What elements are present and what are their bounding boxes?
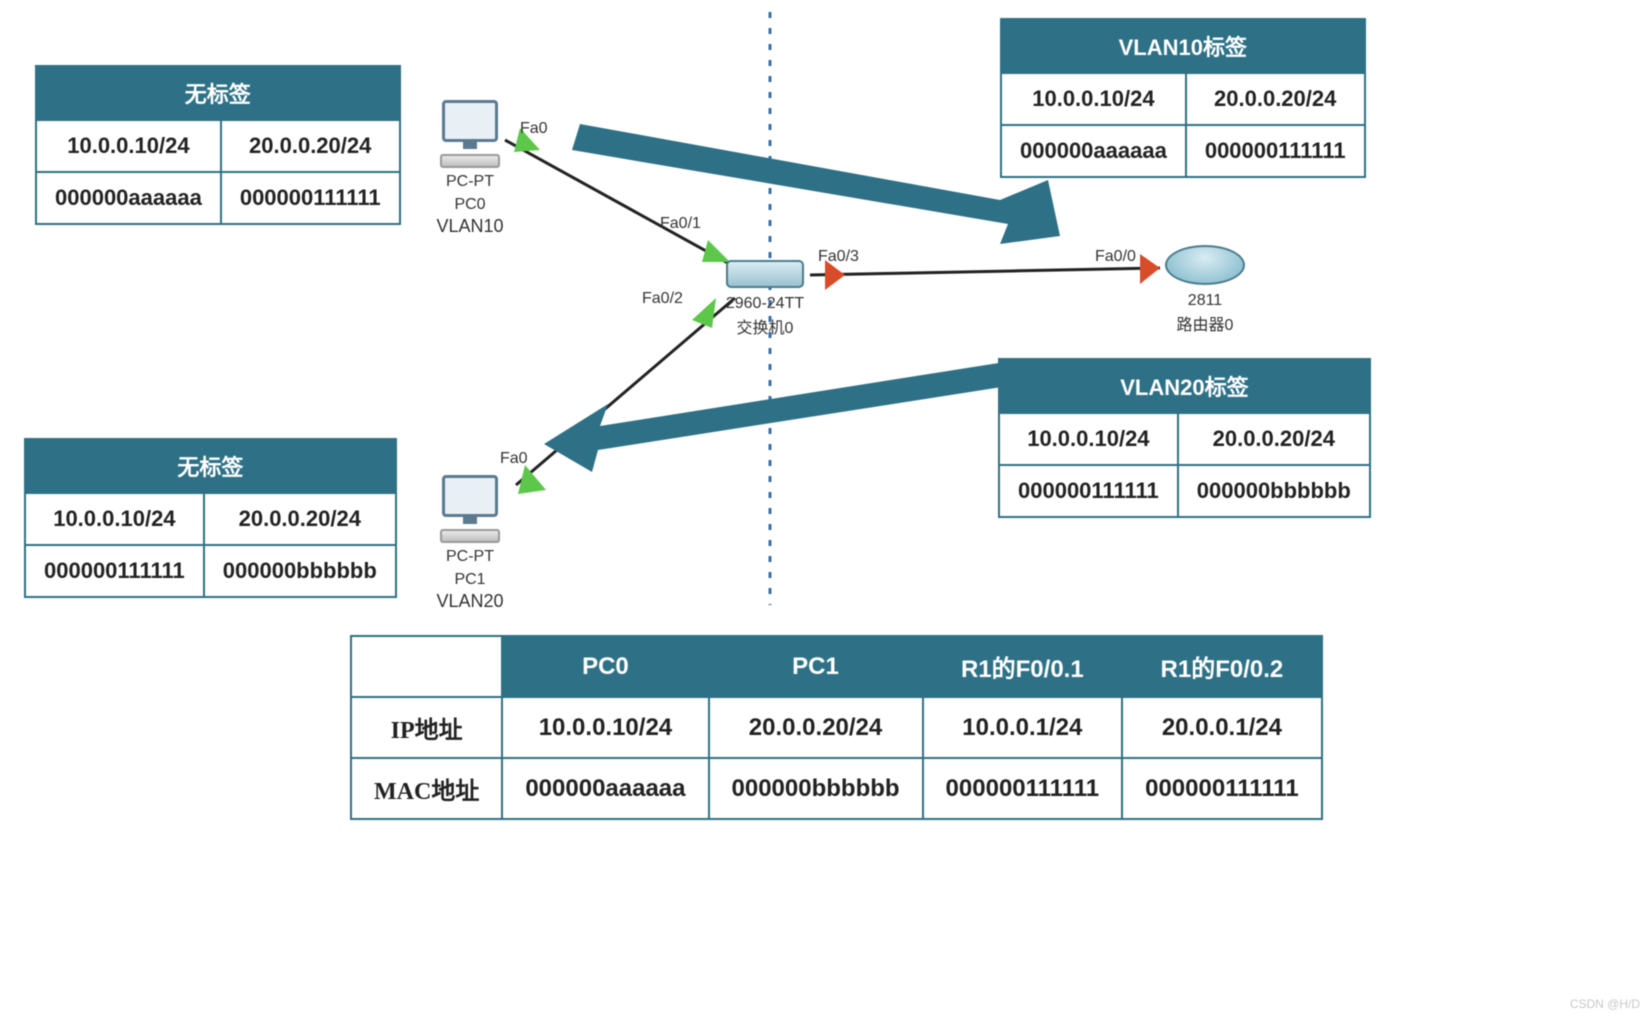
addr-col-pc0: PC0 xyxy=(502,636,708,697)
link-marker-pc1 xyxy=(518,465,546,494)
table-vlan20-tag: VLAN20标签 10.0.0.10/2420.0.0.20/24 000000… xyxy=(998,358,1371,518)
table-no-tag-top: 无标签 10.0.0.10/2420.0.0.20/24 000000aaaaa… xyxy=(35,65,401,225)
pc0-type: PC-PT xyxy=(430,172,510,191)
arrow-top xyxy=(572,124,1060,244)
link-marker-sw-fa02 xyxy=(692,298,716,328)
router-icon xyxy=(1165,245,1245,285)
router-model: 2811 xyxy=(1155,291,1255,310)
switch-model: 2960-24TT xyxy=(720,294,810,313)
device-pc1: PC-PT PC1 VLAN20 xyxy=(430,475,510,612)
port-sw-fa02: Fa0/2 xyxy=(642,290,683,308)
port-sw-fa01: Fa0/1 xyxy=(660,215,701,233)
device-pc0: PC-PT PC0 VLAN10 xyxy=(430,100,510,237)
table-title: 无标签 xyxy=(36,66,400,120)
port-pc1-fa0: Fa0 xyxy=(500,450,528,468)
table-title: VLAN20标签 xyxy=(999,359,1370,413)
addr-col-r1-001: R1的F0/0.1 xyxy=(923,636,1123,697)
table-title: VLAN10标签 xyxy=(1001,19,1365,73)
table-vlan10-tag: VLAN10标签 10.0.0.10/2420.0.0.20/24 000000… xyxy=(1000,18,1366,178)
pc-icon xyxy=(442,100,498,142)
addr-row-mac-label: MAC地址 xyxy=(351,758,502,819)
pc0-name: PC0 xyxy=(430,195,510,214)
port-pc0-fa0: Fa0 xyxy=(520,120,548,138)
addr-col-pc1: PC1 xyxy=(709,636,923,697)
link-pc1-switch xyxy=(516,298,735,485)
table-title: 无标签 xyxy=(25,439,396,493)
addr-row-ip-label: IP地址 xyxy=(351,697,502,758)
pc1-type: PC-PT xyxy=(430,547,510,566)
address-table: PC0 PC1 R1的F0/0.1 R1的F0/0.2 IP地址 10.0.0.… xyxy=(350,635,1323,820)
addr-col-r1-002: R1的F0/0.2 xyxy=(1122,636,1322,697)
router-name: 路由器0 xyxy=(1155,316,1255,335)
port-sw-fa03: Fa0/3 xyxy=(818,248,859,266)
pc-icon xyxy=(442,475,498,517)
port-router-fa00: Fa0/0 xyxy=(1095,248,1136,266)
diagram-canvas: 无标签 10.0.0.10/2420.0.0.20/24 000000aaaaa… xyxy=(0,0,1648,1017)
link-switch-router xyxy=(810,268,1160,275)
device-switch: 2960-24TT 交换机0 xyxy=(720,260,810,338)
device-router: 2811 路由器0 xyxy=(1155,245,1255,335)
link-marker-sw-fa01 xyxy=(702,240,730,262)
table-no-tag-bottom: 无标签 10.0.0.10/2420.0.0.20/24 00000011111… xyxy=(24,438,397,598)
pc1-name: PC1 xyxy=(430,570,510,589)
switch-name: 交换机0 xyxy=(720,319,810,338)
switch-icon xyxy=(726,260,804,288)
pc0-vlan: VLAN10 xyxy=(430,216,510,237)
link-pc0-switch xyxy=(505,140,755,278)
pc-base-icon xyxy=(440,154,500,168)
pc1-vlan: VLAN20 xyxy=(430,591,510,612)
addr-corner xyxy=(351,636,502,697)
watermark: CSDN @H/D xyxy=(1570,997,1640,1011)
pc-base-icon xyxy=(440,529,500,543)
arrow-bottom xyxy=(544,358,1034,472)
